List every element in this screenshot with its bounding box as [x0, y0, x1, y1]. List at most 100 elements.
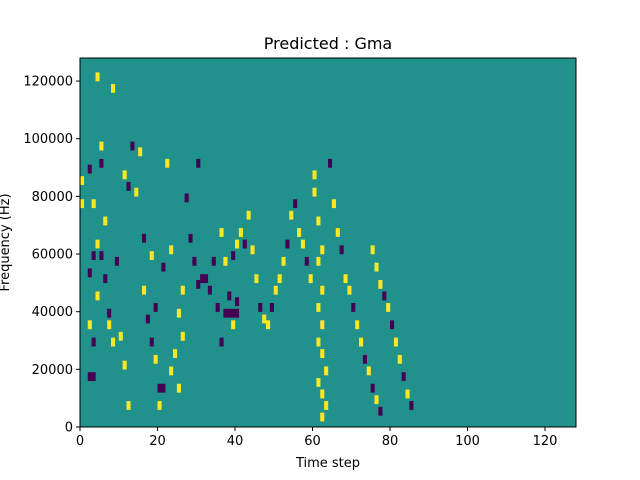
heatmap-cell — [107, 308, 112, 318]
heatmap-cell — [87, 320, 92, 330]
heatmap-cells — [80, 72, 414, 422]
heatmap-cell — [169, 366, 174, 376]
heatmap-cell — [347, 285, 352, 295]
heatmap-cell — [95, 72, 100, 82]
heatmap-cell — [370, 383, 375, 393]
heatmap-cell — [227, 308, 232, 318]
heatmap-cell — [324, 401, 329, 410]
y-tick-label: 0 — [65, 421, 73, 436]
heatmap-cell — [111, 337, 116, 347]
heatmap-cell — [320, 412, 325, 422]
heatmap-cell — [219, 337, 224, 347]
heatmap-cell — [134, 187, 139, 197]
heatmap-cell — [103, 216, 108, 226]
plot-area — [80, 58, 576, 427]
heatmap-cell — [87, 164, 92, 174]
heatmap-cell — [362, 354, 367, 364]
heatmap-cell — [157, 383, 162, 393]
heatmap-cell — [324, 366, 329, 376]
x-tick-label: 80 — [382, 434, 399, 449]
y-tick-label: 80000 — [32, 190, 73, 205]
heatmap-cell — [258, 303, 263, 312]
heatmap-cell — [215, 303, 220, 312]
chart-title: Predicted : Gma — [264, 34, 392, 53]
heatmap-cell — [130, 141, 135, 151]
heatmap-cell — [114, 256, 119, 266]
heatmap-cell — [277, 274, 282, 284]
y-tick-label: 60000 — [32, 248, 73, 263]
heatmap-cell — [95, 291, 100, 301]
heatmap-cell — [223, 256, 228, 266]
heatmap-cell — [246, 210, 251, 220]
heatmap-cell — [320, 245, 325, 255]
heatmap-cell — [196, 158, 201, 168]
heatmap-cell — [161, 383, 166, 393]
x-tick-label: 60 — [304, 434, 321, 449]
heatmap-cell — [312, 187, 317, 197]
y-tick-label: 40000 — [32, 305, 73, 320]
heatmap-cell — [273, 285, 278, 295]
heatmap-cell — [149, 337, 154, 347]
heatmap-cell — [393, 337, 398, 347]
heatmap-cell — [111, 83, 116, 93]
heatmap-cell — [238, 228, 243, 237]
heatmap-cell — [126, 181, 131, 191]
heatmap-cell — [219, 228, 224, 237]
heatmap-cell — [359, 337, 364, 347]
heatmap-cell — [180, 331, 185, 341]
heatmap-cell — [378, 279, 383, 289]
heatmap-cell — [107, 320, 112, 330]
heatmap-cell — [227, 291, 232, 301]
heatmap-cell — [207, 285, 212, 295]
heatmap-cell — [405, 389, 410, 399]
heatmap-cell — [200, 274, 205, 284]
plot-frame — [79, 57, 577, 428]
heatmap-cell — [235, 297, 240, 307]
heatmap-cell — [409, 401, 414, 410]
heatmap-cell — [300, 239, 305, 249]
heatmap-cell — [285, 239, 290, 249]
heatmap-cell — [316, 377, 321, 387]
heatmap-cell — [312, 170, 317, 180]
y-axis-ticks: 0 20000 40000 60000 80000 100000 120000 — [23, 75, 80, 436]
heatmap-cell — [335, 228, 340, 237]
heatmap-cell — [331, 199, 336, 209]
heatmap-cell — [397, 354, 402, 364]
heatmap-cell — [343, 274, 348, 284]
heatmap-cell — [122, 360, 127, 370]
heatmap-cell — [231, 251, 236, 260]
heatmap-cell — [173, 349, 178, 359]
heatmap-cell — [242, 239, 247, 249]
heatmap-cell — [153, 303, 158, 312]
heatmap-cell — [316, 337, 321, 347]
x-axis-label: Time step — [295, 456, 360, 471]
heatmap-cell — [401, 372, 406, 382]
heatmap-cell — [382, 291, 387, 301]
heatmap-cell — [262, 314, 267, 324]
heatmap-cell — [149, 251, 154, 260]
heatmap-cell — [145, 314, 150, 324]
heatmap-cell — [157, 401, 162, 410]
heatmap-cell — [316, 256, 321, 266]
heatmap-cell — [91, 251, 96, 260]
heatmap-cell — [320, 389, 325, 399]
heatmap-cell — [192, 256, 197, 266]
heatmap-cell — [235, 308, 240, 318]
x-axis-ticks: 0 20 40 60 80 100 120 — [76, 427, 557, 449]
heatmap-cell — [87, 268, 92, 278]
heatmap-cell — [99, 251, 104, 260]
heatmap-cell — [374, 395, 379, 405]
heatmap-cell — [95, 239, 100, 249]
heatmap-cell — [138, 147, 143, 157]
heatmap-cell — [142, 233, 147, 243]
heatmap-cell — [351, 303, 356, 312]
heatmap-cell — [370, 245, 375, 255]
heatmap-cell — [91, 372, 96, 382]
heatmap-cell — [235, 239, 240, 249]
heatmap-cell — [184, 193, 189, 203]
heatmap-cell — [180, 285, 185, 295]
heatmap-cell — [386, 303, 391, 312]
y-tick-label: 20000 — [32, 363, 73, 378]
heatmap-cell — [366, 366, 371, 376]
heatmap-cell — [293, 199, 298, 209]
